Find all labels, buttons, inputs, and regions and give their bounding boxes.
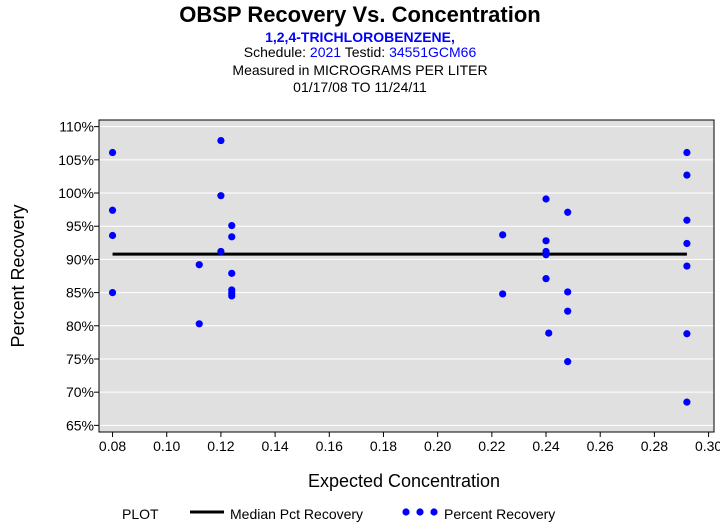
legend-title: PLOT bbox=[122, 506, 159, 522]
legend-point-swatch bbox=[416, 508, 424, 516]
data-point bbox=[542, 195, 550, 203]
y-tick-label: 65% bbox=[66, 417, 94, 433]
x-tick-label: 0.28 bbox=[641, 438, 668, 454]
x-tick-label: 0.30 bbox=[695, 438, 720, 454]
x-tick-label: 0.20 bbox=[424, 438, 451, 454]
measured-units: Measured in MICROGRAMS PER LITER bbox=[232, 62, 488, 78]
data-point bbox=[683, 330, 691, 338]
x-tick-label: 0.24 bbox=[532, 438, 559, 454]
data-point bbox=[683, 239, 691, 248]
data-point bbox=[217, 192, 225, 200]
plot-frame bbox=[98, 119, 715, 433]
data-point bbox=[564, 358, 572, 366]
date-range: 01/17/08 TO 11/24/11 bbox=[293, 79, 427, 95]
y-tick-label: 75% bbox=[66, 351, 94, 367]
chart-title: OBSP Recovery Vs. Concentration bbox=[179, 2, 541, 27]
data-point bbox=[217, 136, 225, 145]
schedule-label: Schedule: bbox=[243, 44, 307, 60]
data-point bbox=[683, 148, 691, 157]
x-tick-label: 0.18 bbox=[370, 438, 397, 454]
schedule-line: Schedule: 2021 Testid: 34551GCM66 bbox=[0, 44, 720, 60]
data-point bbox=[228, 221, 236, 230]
data-point bbox=[108, 148, 117, 157]
y-tick-label: 100% bbox=[58, 185, 94, 201]
y-tick-label: 110% bbox=[59, 119, 94, 135]
data-point bbox=[228, 292, 236, 300]
x-tick-label: 0.12 bbox=[207, 438, 234, 454]
data-point bbox=[542, 251, 550, 259]
data-point bbox=[195, 261, 203, 269]
x-axis-title: Expected Concentration bbox=[308, 471, 500, 491]
y-tick-label: 80% bbox=[66, 318, 94, 334]
data-point bbox=[217, 247, 225, 256]
legend-point-swatch bbox=[430, 508, 438, 516]
data-point bbox=[683, 262, 691, 270]
schedule-value: 2021 bbox=[309, 44, 342, 60]
y-tick-label: 85% bbox=[66, 285, 94, 301]
y-tick-label: 90% bbox=[66, 251, 94, 267]
legend-point-swatch bbox=[402, 508, 410, 516]
data-point bbox=[499, 231, 507, 239]
y-axis-title: Percent Recovery bbox=[8, 204, 28, 347]
plot-area bbox=[99, 120, 714, 432]
data-point bbox=[195, 320, 203, 328]
data-point bbox=[228, 233, 236, 241]
data-point bbox=[228, 269, 236, 277]
y-tick-label: 95% bbox=[66, 218, 94, 234]
testid-value: 34551GCM66 bbox=[389, 44, 477, 60]
legend: PLOT Median Pct Recovery Percent Recover… bbox=[122, 506, 555, 522]
data-point bbox=[564, 288, 572, 296]
legend-median-label: Median Pct Recovery bbox=[230, 506, 363, 522]
data-point bbox=[683, 216, 691, 224]
data-point bbox=[564, 208, 572, 216]
x-tick-label: 0.16 bbox=[316, 438, 343, 454]
data-point bbox=[108, 206, 117, 214]
data-point bbox=[542, 237, 550, 245]
data-point bbox=[545, 329, 553, 337]
x-tick-label: 0.10 bbox=[153, 438, 180, 454]
y-tick-label: 70% bbox=[66, 384, 94, 400]
compound-name: 1,2,4-TRICHLOROBENZENE, bbox=[265, 29, 455, 45]
data-point bbox=[499, 290, 507, 298]
legend-points-label: Percent Recovery bbox=[444, 506, 555, 522]
data-point bbox=[108, 231, 117, 240]
x-tick-label: 0.14 bbox=[261, 438, 288, 454]
data-point bbox=[683, 171, 691, 179]
testid-label: Testid: bbox=[344, 44, 386, 60]
data-point bbox=[542, 275, 550, 283]
y-tick-label: 105% bbox=[58, 152, 94, 168]
x-tick-label: 0.26 bbox=[587, 438, 614, 454]
data-point bbox=[108, 288, 117, 297]
x-tick-label: 0.08 bbox=[99, 438, 126, 454]
data-point bbox=[683, 398, 691, 406]
data-point bbox=[564, 307, 572, 315]
x-tick-label: 0.22 bbox=[478, 438, 505, 454]
